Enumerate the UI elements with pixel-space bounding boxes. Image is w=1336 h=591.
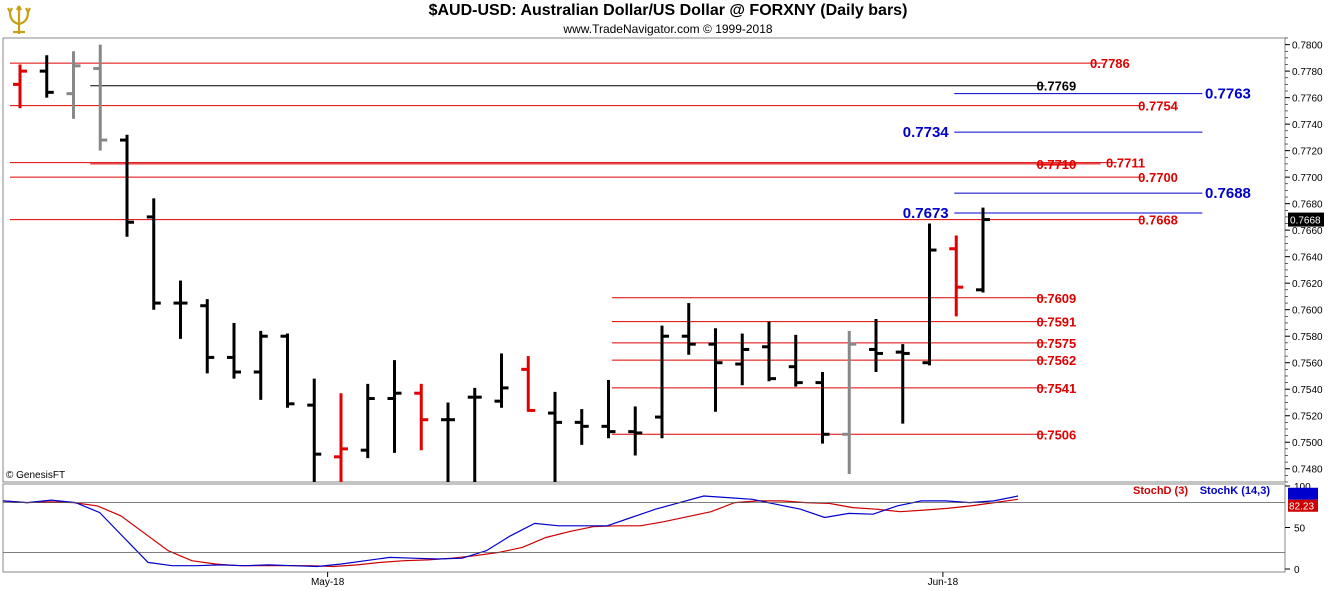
level-label: 0.7541 — [1037, 381, 1077, 396]
stoch-last-box-k — [1288, 487, 1318, 500]
price-tick-label: 0.7660 — [1292, 226, 1323, 237]
price-tick-label: 0.7520 — [1292, 412, 1323, 423]
level-label: 0.7769 — [1037, 79, 1077, 94]
date-tick-label: Jun-18 — [928, 577, 959, 588]
stoch-tick-label: 50 — [1294, 524, 1306, 535]
last-price-label: 0.7668 — [1290, 216, 1321, 227]
legend-stochd: StochD (3) — [1133, 485, 1188, 497]
price-tick-label: 0.7480 — [1292, 465, 1323, 476]
stochastic-panel — [2, 483, 1286, 573]
level-label: 0.7734 — [903, 124, 950, 141]
price-tick-label: 0.7720 — [1292, 147, 1323, 158]
date-tick-label: May-18 — [311, 577, 345, 588]
level-label: 0.7688 — [1205, 185, 1251, 202]
price-tick-label: 0.7740 — [1292, 120, 1323, 131]
price-tick-label: 0.7680 — [1292, 200, 1323, 211]
stoch-last-label: 82.23 — [1289, 502, 1314, 513]
level-label: 0.7591 — [1037, 315, 1077, 330]
level-label: 0.7763 — [1205, 86, 1251, 103]
level-label: 0.7711 — [1106, 156, 1145, 171]
price-tick-label: 0.7500 — [1292, 438, 1323, 449]
level-label: 0.7673 — [903, 205, 949, 222]
stoch-last-box-d — [1288, 499, 1318, 512]
level-label: 0.7754 — [1138, 99, 1179, 114]
stoch-tick-label: 0 — [1294, 565, 1300, 576]
level-label: 0.7562 — [1037, 353, 1077, 368]
legend-stochk: StochK (14,3) — [1200, 485, 1271, 497]
price-axis: 0.7480 0.7500 0.7520 0.7540 0.7560 0.7580 0.76… — [1285, 41, 1324, 476]
price-tick-label: 0.7640 — [1292, 253, 1323, 264]
level-label: 0.7700 — [1138, 170, 1178, 185]
price-bars — [13, 44, 990, 482]
stochastic-axis: 0 50 100 82.23 — [3, 482, 1318, 576]
support-resistance-levels: 0.7786 0.7769 0.7763 0.7754 0.7734 0.7710 0.77… — [10, 56, 1251, 442]
last-price-box — [1288, 212, 1324, 227]
stochastic-lines — [2, 495, 1019, 568]
price-tick-label: 0.7700 — [1292, 173, 1323, 184]
trident-logo-icon — [7, 5, 31, 34]
price-tick-label: 0.7580 — [1292, 332, 1323, 343]
price-tick-label: 0.7760 — [1292, 94, 1323, 105]
stoch-series-line — [2, 498, 1019, 568]
price-panel — [2, 37, 1286, 483]
level-label: 0.7668 — [1138, 213, 1178, 228]
genesis-watermark: © GenesisFT — [6, 470, 65, 481]
stoch-series-line — [2, 495, 1019, 568]
chart-subtitle: www.TradeNavigator.com © 1999-2018 — [563, 22, 773, 36]
level-label: 0.7710 — [1037, 157, 1077, 172]
level-label: 0.7609 — [1037, 291, 1077, 306]
price-tick-label: 0.7560 — [1292, 359, 1323, 370]
stoch-tick-label: 100 — [1294, 482, 1311, 493]
date-axis: May-18 Jun-18 — [311, 572, 959, 588]
level-label: 0.7575 — [1037, 336, 1077, 351]
price-tick-label: 0.7780 — [1292, 67, 1323, 78]
chart-title: $AUD-USD: Australian Dollar/US Dollar @ … — [428, 2, 908, 19]
price-tick-label: 0.7800 — [1292, 41, 1323, 52]
price-tick-label: 0.7540 — [1292, 385, 1323, 396]
price-tick-label: 0.7600 — [1292, 306, 1323, 317]
level-label: 0.7506 — [1037, 427, 1077, 442]
price-tick-label: 0.7620 — [1292, 279, 1323, 290]
level-label: 0.7786 — [1090, 56, 1130, 71]
